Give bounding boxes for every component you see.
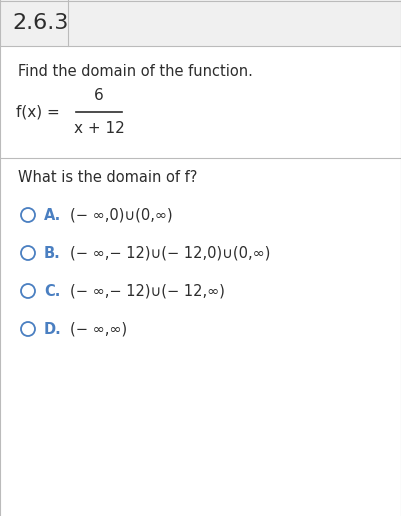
Text: (− ∞,− 12)∪(− 12,∞): (− ∞,− 12)∪(− 12,∞) xyxy=(70,283,224,298)
Text: 6: 6 xyxy=(94,88,103,103)
Text: (− ∞,− 12)∪(− 12,0)∪(0,∞): (− ∞,− 12)∪(− 12,0)∪(0,∞) xyxy=(70,246,270,261)
Text: B.: B. xyxy=(44,246,61,261)
Text: f(x) =: f(x) = xyxy=(16,105,60,120)
Text: D.: D. xyxy=(44,321,62,336)
Text: (− ∞,0)∪(0,∞): (− ∞,0)∪(0,∞) xyxy=(70,207,172,222)
Bar xyxy=(0,0,401,46)
Text: What is the domain of f?: What is the domain of f? xyxy=(18,170,197,185)
Text: x + 12: x + 12 xyxy=(73,121,124,136)
Text: A.: A. xyxy=(44,207,61,222)
Text: Find the domain of the function.: Find the domain of the function. xyxy=(18,64,252,79)
Text: 2.6.3: 2.6.3 xyxy=(12,13,68,33)
Text: (− ∞,∞): (− ∞,∞) xyxy=(70,321,127,336)
Text: C.: C. xyxy=(44,283,60,298)
